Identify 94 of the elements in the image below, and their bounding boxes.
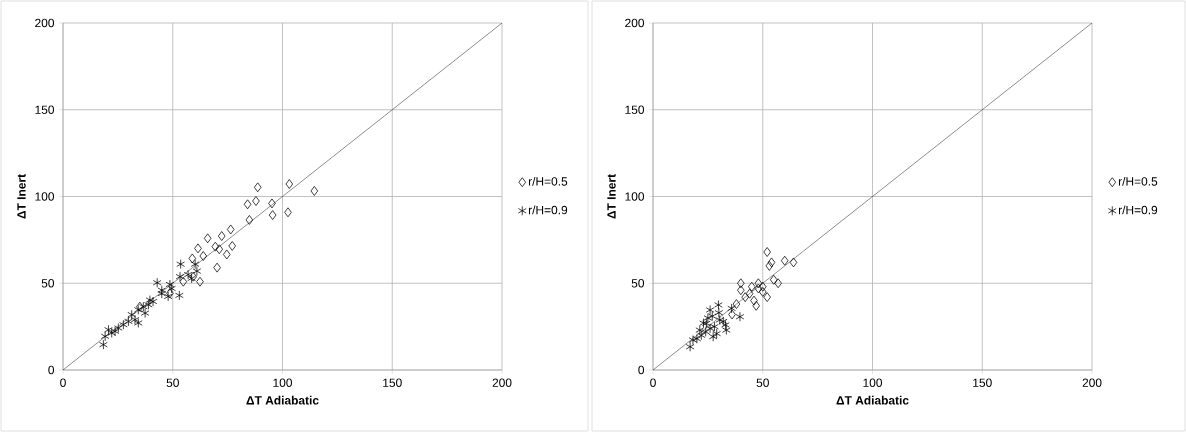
x-tick-label: 150	[383, 378, 402, 387]
x-tick-label: 50	[756, 378, 769, 387]
point	[253, 182, 262, 193]
point	[243, 199, 252, 210]
point	[119, 319, 128, 330]
point	[114, 323, 123, 333]
point	[754, 278, 763, 289]
point	[763, 247, 771, 257]
point	[144, 299, 153, 310]
y-tick-label: 200	[625, 18, 645, 28]
point	[136, 301, 144, 312]
point	[268, 198, 276, 209]
point	[183, 269, 193, 280]
point	[750, 295, 758, 306]
point	[252, 196, 260, 206]
point	[196, 276, 204, 287]
point	[245, 215, 254, 225]
point	[728, 309, 736, 320]
y-tick-label: 200	[35, 18, 55, 28]
point	[688, 335, 698, 345]
x-tick-label: 100	[273, 378, 293, 387]
point	[99, 339, 108, 350]
point	[774, 278, 782, 289]
x-tick-label: 100	[863, 378, 883, 387]
point	[167, 283, 176, 294]
point	[310, 186, 319, 196]
point	[737, 278, 745, 289]
x-tick-label: 0	[650, 378, 656, 387]
y-axis-title: ΔT Inert	[607, 174, 616, 219]
y-tick-label: 50	[631, 279, 645, 288]
y-tick-label: 50	[41, 279, 55, 288]
point	[759, 281, 767, 292]
point	[199, 251, 208, 261]
x-axis-title: ΔT Adiabatic	[836, 395, 909, 405]
point	[737, 285, 745, 296]
point	[714, 300, 723, 310]
point	[703, 313, 713, 323]
point	[748, 281, 756, 292]
y-tick-label: 150	[35, 105, 55, 114]
y-tick-label: 0	[638, 365, 645, 375]
point	[217, 231, 226, 241]
point	[695, 325, 705, 335]
y-tick-label: 0	[48, 365, 55, 375]
point	[268, 210, 277, 220]
x-tick-label: 200	[492, 378, 512, 387]
y-tick-label: 100	[35, 192, 55, 201]
point	[100, 331, 110, 342]
legend-label: r/H=0.5	[528, 176, 568, 186]
legend-label: r/H=0.9	[528, 205, 568, 215]
point	[213, 262, 221, 273]
point	[188, 253, 197, 264]
point	[134, 318, 143, 328]
point	[741, 292, 749, 303]
point	[769, 274, 778, 285]
point	[767, 257, 776, 268]
point	[175, 290, 184, 301]
x-axis-title: ΔT Adiabatic	[246, 395, 319, 405]
point	[124, 316, 133, 327]
point	[789, 257, 798, 268]
x-tick-label: 150	[973, 378, 992, 387]
x-tick-label: 50	[166, 378, 179, 387]
x-tick-label: 200	[1082, 378, 1102, 387]
point	[732, 299, 741, 309]
point	[175, 271, 185, 282]
point	[765, 261, 774, 271]
point	[215, 244, 224, 255]
point	[176, 259, 185, 270]
point	[759, 287, 767, 297]
y-axis-title: ΔT Inert	[17, 174, 26, 219]
point	[226, 224, 235, 235]
point	[179, 276, 188, 287]
point	[194, 243, 202, 254]
point	[211, 241, 220, 252]
point	[203, 233, 212, 244]
point	[223, 249, 231, 260]
legend-label: r/H=0.9	[1118, 205, 1158, 215]
point	[685, 341, 695, 352]
y-tick-label: 150	[625, 105, 645, 114]
point	[284, 207, 292, 218]
point	[780, 255, 789, 266]
point	[745, 288, 754, 299]
point	[752, 300, 760, 311]
point	[754, 283, 763, 294]
legend-label: r/H=0.5	[1118, 176, 1158, 186]
point	[104, 324, 113, 335]
point	[285, 179, 294, 189]
point	[727, 303, 736, 314]
point	[735, 311, 745, 322]
point	[692, 333, 702, 344]
x-tick-label: 0	[60, 378, 66, 387]
point	[228, 241, 236, 251]
point	[763, 292, 771, 303]
y-tick-label: 100	[625, 192, 645, 201]
point	[697, 330, 706, 341]
